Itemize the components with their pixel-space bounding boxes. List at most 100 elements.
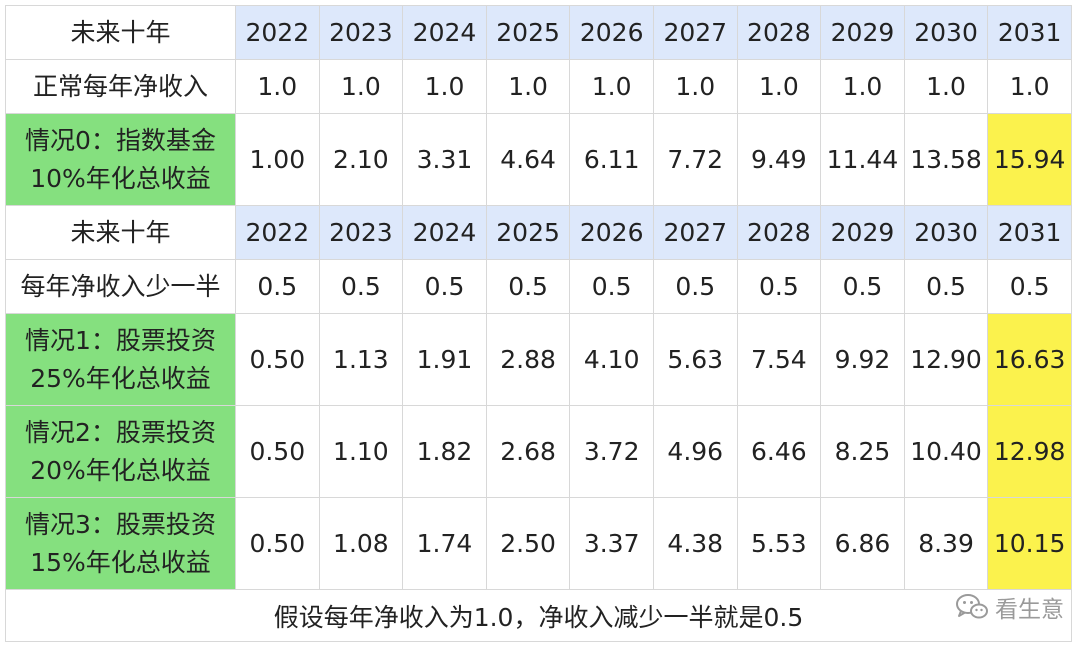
wechat-icon: [955, 593, 989, 621]
value-cell: 2.50: [485, 497, 571, 590]
income-cell: 0.5: [235, 259, 320, 314]
scenario3-label-line1: 情况3：股票投资: [25, 509, 216, 539]
income-cell: 0.5: [903, 259, 989, 314]
scenario2-label: 情况2：股票投资 20%年化总收益: [5, 405, 236, 498]
watermark-text: 看生意: [995, 597, 1064, 623]
scenario1-label-line1: 情况1：股票投资: [25, 325, 216, 355]
value-cell: 0.50: [235, 313, 320, 406]
income-cell: 1.0: [485, 59, 571, 114]
income-cell: 1.0: [235, 59, 320, 114]
value-cell: 1.82: [402, 405, 487, 498]
year-cell: 2024: [402, 205, 487, 260]
income-cell: 1.0: [402, 59, 487, 114]
value-cell: 9.92: [820, 313, 905, 406]
value-cell: 1.74: [402, 497, 487, 590]
year-cell: 2031: [987, 205, 1072, 260]
final-value-cell: 16.63: [987, 313, 1072, 406]
value-cell: 3.37: [569, 497, 654, 590]
income-cell: 0.5: [652, 259, 738, 314]
note-row: 假设每年净收入为1.0，净收入减少一半就是0.5: [5, 589, 1072, 642]
value-cell: 1.10: [318, 405, 404, 498]
income-cell: 1.0: [987, 59, 1072, 114]
scenario1-label: 情况1：股票投资 25%年化总收益: [5, 313, 236, 406]
scenario1-row: 情况1：股票投资 25%年化总收益 0.50 1.13 1.91 2.88 4.…: [5, 313, 1072, 406]
year-cell: 2023: [318, 5, 404, 60]
scenario0-label-line2: 10%年化总收益: [30, 163, 211, 193]
section1-header-row: 未来十年 2022 2023 2024 2025 2026 2027 2028 …: [5, 5, 1072, 60]
income-cell: 0.5: [820, 259, 905, 314]
assumption-note: 假设每年净收入为1.0，净收入减少一半就是0.5: [5, 589, 1072, 642]
value-cell: 11.44: [820, 113, 905, 206]
value-cell: 1.00: [235, 113, 320, 206]
year-cell: 2024: [402, 5, 487, 60]
returns-table: 未来十年 2022 2023 2024 2025 2026 2027 2028 …: [5, 5, 1072, 642]
year-cell: 2030: [903, 205, 989, 260]
value-cell: 3.31: [402, 113, 487, 206]
year-cell: 2022: [235, 5, 320, 60]
section2-income-row: 每年净收入少一半 0.5 0.5 0.5 0.5 0.5 0.5 0.5 0.5…: [5, 259, 1072, 314]
value-cell: 0.50: [235, 405, 320, 498]
section2-header-row: 未来十年 2022 2023 2024 2025 2026 2027 2028 …: [5, 205, 1072, 260]
income-cell: 1.0: [903, 59, 989, 114]
year-cell: 2022: [235, 205, 320, 260]
section2-header-label: 未来十年: [5, 205, 236, 260]
value-cell: 2.88: [485, 313, 571, 406]
watermark: 看生意: [955, 590, 1064, 624]
value-cell: 1.91: [402, 313, 487, 406]
scenario2-label-line1: 情况2：股票投资: [25, 417, 216, 447]
value-cell: 4.10: [569, 313, 654, 406]
year-cell: 2029: [820, 205, 905, 260]
section2-income-label: 每年净收入少一半: [5, 259, 236, 314]
year-cell: 2030: [903, 5, 989, 60]
value-cell: 10.40: [903, 405, 989, 498]
year-cell: 2023: [318, 205, 404, 260]
income-cell: 0.5: [736, 259, 822, 314]
final-value-cell: 12.98: [987, 405, 1072, 498]
income-cell: 0.5: [485, 259, 571, 314]
income-cell: 1.0: [318, 59, 404, 114]
year-cell: 2027: [652, 205, 738, 260]
year-cell: 2025: [485, 205, 571, 260]
value-cell: 0.50: [235, 497, 320, 590]
income-cell: 0.5: [569, 259, 654, 314]
income-cell: 0.5: [318, 259, 404, 314]
value-cell: 1.13: [318, 313, 404, 406]
year-cell: 2026: [569, 205, 654, 260]
value-cell: 8.39: [903, 497, 989, 590]
scenario1-label-line2: 25%年化总收益: [30, 363, 211, 393]
value-cell: 4.38: [652, 497, 738, 590]
value-cell: 1.08: [318, 497, 404, 590]
value-cell: 5.53: [736, 497, 822, 590]
income-cell: 1.0: [820, 59, 905, 114]
value-cell: 4.96: [652, 405, 738, 498]
income-cell: 1.0: [652, 59, 738, 114]
value-cell: 6.46: [736, 405, 822, 498]
scenario0-label: 情况0：指数基金 10%年化总收益: [5, 113, 236, 206]
year-cell: 2025: [485, 5, 571, 60]
year-cell: 2026: [569, 5, 654, 60]
scenario3-label: 情况3：股票投资 15%年化总收益: [5, 497, 236, 590]
year-cell: 2028: [736, 205, 822, 260]
final-value-cell: 10.15: [987, 497, 1072, 590]
value-cell: 6.11: [569, 113, 654, 206]
scenario2-label-line2: 20%年化总收益: [30, 455, 211, 485]
scenario3-row: 情况3：股票投资 15%年化总收益 0.50 1.08 1.74 2.50 3.…: [5, 497, 1072, 590]
section1-income-label: 正常每年净收入: [5, 59, 236, 114]
value-cell: 12.90: [903, 313, 989, 406]
scenario0-row: 情况0：指数基金 10%年化总收益 1.00 2.10 3.31 4.64 6.…: [5, 113, 1072, 206]
income-cell: 0.5: [402, 259, 487, 314]
value-cell: 13.58: [903, 113, 989, 206]
value-cell: 2.68: [485, 405, 571, 498]
scenario3-label-line2: 15%年化总收益: [30, 547, 211, 577]
income-cell: 1.0: [736, 59, 822, 114]
income-cell: 1.0: [569, 59, 654, 114]
value-cell: 5.63: [652, 313, 738, 406]
scenario0-label-line1: 情况0：指数基金: [25, 125, 216, 155]
value-cell: 8.25: [820, 405, 905, 498]
value-cell: 4.64: [485, 113, 571, 206]
year-cell: 2027: [652, 5, 738, 60]
value-cell: 9.49: [736, 113, 822, 206]
value-cell: 7.54: [736, 313, 822, 406]
section1-income-row: 正常每年净收入 1.0 1.0 1.0 1.0 1.0 1.0 1.0 1.0 …: [5, 59, 1072, 114]
year-cell: 2031: [987, 5, 1072, 60]
